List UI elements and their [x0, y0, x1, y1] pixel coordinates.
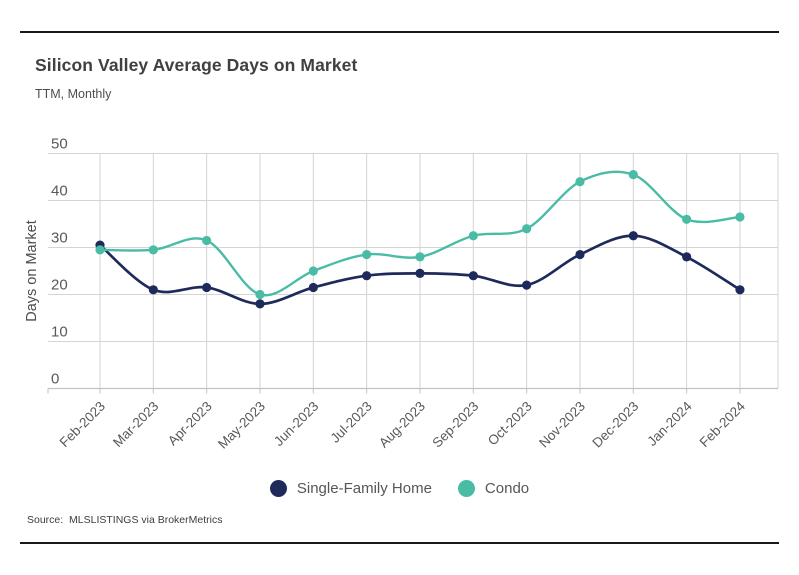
data-point-single-family [202, 282, 212, 293]
data-point-single-family [308, 282, 318, 293]
x-axis-tick-label: Jan-2024 [644, 398, 695, 449]
x-axis-tick-label: May-2023 [215, 399, 268, 452]
single-family-swatch-icon [269, 480, 287, 497]
x-axis-tick-label: Jun-2023 [271, 399, 321, 449]
legend-item-condo: Condo [457, 480, 530, 497]
data-point-condo [735, 212, 745, 222]
page-subtitle: TTM, Monthly [35, 87, 112, 101]
legend-item-single-family: Single-Family Home [269, 480, 432, 497]
bottom-divider [20, 542, 779, 544]
x-axis-tick-label: Oct-2023 [485, 399, 535, 449]
data-point-single-family [735, 285, 745, 295]
data-point-condo [148, 245, 158, 255]
y-axis-tick-label: 20 [51, 277, 68, 294]
y-axis-tick-label: 40 [51, 183, 68, 200]
x-axis-tick-label: Nov-2023 [536, 399, 588, 451]
legend: Single-Family Home Condo [0, 480, 799, 497]
x-axis-tick-label: Dec-2023 [589, 399, 641, 451]
data-point-condo [628, 170, 638, 180]
data-point-single-family [682, 252, 692, 262]
data-point-condo [682, 214, 692, 224]
y-axis-tick-label: 0 [51, 371, 59, 388]
x-axis-tick-label: Mar-2023 [110, 399, 161, 450]
x-axis-tick-label: Jul-2023 [328, 399, 375, 446]
y-axis-title: Days on Market [24, 220, 40, 322]
y-axis-tick-label: 50 [51, 136, 68, 153]
data-point-condo [468, 231, 478, 241]
source-note: Source: MLSLISTINGS via BrokerMetrics [27, 514, 223, 526]
top-divider [20, 31, 779, 33]
x-axis-tick-label: Aug-2023 [376, 399, 428, 451]
page-title: Silicon Valley Average Days on Market [35, 55, 358, 75]
data-point-single-family [255, 299, 265, 309]
x-axis-tick-label: Apr-2023 [165, 399, 215, 449]
x-axis-tick-label: Feb-2023 [57, 399, 108, 450]
x-axis-tick-label: Sep-2023 [429, 399, 481, 451]
data-point-single-family [468, 271, 478, 281]
legend-label-condo: Condo [484, 480, 530, 497]
data-point-single-family [148, 285, 158, 295]
y-axis-tick-label: 10 [51, 324, 68, 341]
data-point-single-family [415, 268, 425, 278]
data-point-condo [255, 289, 265, 300]
data-point-condo [202, 235, 212, 246]
data-point-single-family [362, 271, 372, 281]
data-point-single-family [628, 231, 638, 241]
data-point-condo [362, 249, 372, 260]
condo-swatch-icon [457, 480, 475, 497]
data-point-condo [95, 245, 105, 255]
legend-label-single-family: Single-Family Home [296, 480, 432, 497]
data-point-single-family [522, 280, 532, 290]
y-axis-tick-label: 30 [51, 230, 68, 247]
data-point-condo [415, 252, 425, 262]
x-axis-tick-label: Feb-2024 [697, 398, 749, 450]
data-point-single-family [575, 249, 585, 260]
data-point-condo [575, 177, 585, 187]
data-point-condo [522, 224, 532, 234]
data-point-condo [308, 266, 318, 276]
